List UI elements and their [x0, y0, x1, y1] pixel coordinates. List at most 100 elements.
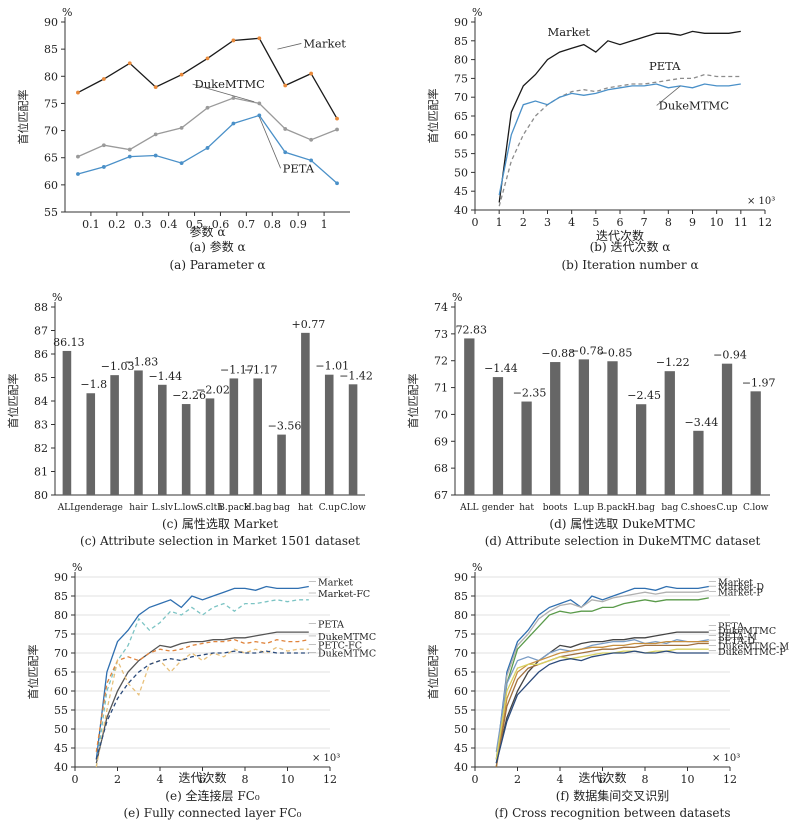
x-tick-label: 6	[199, 773, 206, 786]
series-line-dukemtmc	[495, 639, 709, 752]
x-tick-label: 2	[114, 773, 121, 786]
data-point	[231, 96, 236, 100]
x-tick-label: 6	[599, 773, 606, 786]
caption-cn: (c) 属性选取 Market	[162, 517, 278, 531]
y-tick-label: 73	[434, 328, 448, 341]
data-label: −2.26	[172, 389, 206, 402]
y-tick-label: 70	[434, 408, 448, 421]
series-line-petc-fc	[95, 646, 309, 768]
bar-h.bag	[253, 378, 262, 495]
data-label: −3.44	[685, 416, 719, 429]
bar-l.slv	[158, 384, 167, 495]
x-tick-label: 0.9	[289, 218, 307, 231]
bar-b.pack	[607, 361, 618, 495]
x-tick-label: 5	[592, 216, 599, 229]
series-label: Market-FC	[318, 589, 370, 600]
data-label: −1.01	[315, 360, 349, 373]
x-tick-label: 6	[617, 216, 624, 229]
bar-b.pack	[229, 378, 239, 495]
x-tick-label: 10	[681, 773, 695, 786]
series-line-peta-m	[495, 640, 709, 768]
data-point	[179, 72, 184, 77]
x-tick-label: hat	[519, 503, 534, 513]
bar-all	[62, 350, 72, 495]
data-point	[179, 125, 184, 130]
bar-c.low	[750, 391, 761, 495]
y-tick-label: 70	[454, 647, 468, 660]
x-tick-label: hair	[129, 503, 148, 513]
series-label: Market	[318, 578, 353, 589]
series-label: Market	[548, 25, 591, 39]
x-tick-label: 4	[568, 216, 575, 229]
bar-gender	[86, 393, 96, 495]
x-tick-label: 12	[323, 773, 337, 786]
x-unit: × 10³	[712, 753, 740, 764]
y-tick-label: 90	[454, 571, 468, 584]
y-tick-label: 81	[34, 466, 48, 479]
x-tick-label: 8	[642, 773, 649, 786]
data-label: −1.8	[80, 378, 107, 391]
caption-cn: (b) 迭代次数 α	[590, 239, 671, 254]
series-line-market	[495, 585, 709, 760]
chart-a: 55 60 65 70 75 80 85 90% 首位匹配率 0.1 0.2 0.3 0.4 0.5 0.6…	[16, 6, 350, 272]
y-tick-label: 70	[454, 91, 468, 104]
caption-en: (f) Cross recognition between datasets	[494, 806, 730, 820]
data-label: −0.85	[599, 346, 633, 359]
series-line-dukemtmc	[95, 650, 309, 760]
x-tick-label: 0.7	[238, 218, 256, 231]
y-tick-label: 87	[34, 325, 48, 338]
bar-hat	[301, 332, 310, 495]
data-point	[257, 113, 262, 118]
series-line-dukemtmc	[498, 83, 741, 196]
data-point	[101, 143, 106, 148]
x-tick-label: 1	[321, 218, 328, 231]
data-label: −0.78	[570, 344, 604, 357]
bar-hat	[521, 401, 532, 495]
y-tick-label: 74	[434, 301, 448, 314]
caption-cn: (d) 属性选取 DukeMTMC	[549, 517, 695, 531]
label-leader	[192, 83, 255, 103]
y-tick-label: 50	[54, 723, 68, 736]
y-tick-label: 88	[34, 301, 48, 314]
x-tick-label: 4	[557, 773, 564, 786]
series-label: DukeMTMC-P	[718, 647, 786, 658]
y-unit: %	[52, 291, 62, 304]
data-label: −1.03	[101, 360, 135, 373]
y-axis-label: 首位匹配率	[406, 374, 420, 429]
y-tick-label: 80	[454, 609, 468, 622]
data-label: −1.42	[339, 369, 373, 382]
y-tick-label: 45	[454, 742, 468, 755]
series-line-peta	[95, 631, 309, 764]
data-label: −1.22	[656, 356, 690, 369]
data-point	[205, 56, 210, 61]
data-point	[309, 158, 314, 163]
x-tick-label: 11	[734, 216, 748, 229]
x-tick-label: 2	[514, 773, 521, 786]
y-tick-label: 69	[434, 435, 448, 448]
y-axis-label: 首位匹配率	[26, 645, 40, 700]
y-tick-label: 90	[54, 571, 68, 584]
data-label: −2.02	[196, 383, 230, 396]
x-tick-label: L.up	[574, 503, 595, 513]
data-label: −1.97	[742, 376, 776, 389]
bar-c.low	[348, 384, 358, 495]
series-label: PETA-M	[718, 632, 757, 643]
series-line-peta	[495, 631, 709, 764]
x-tick-label: 0.5	[186, 218, 204, 231]
x-tick-label: bag	[273, 503, 290, 513]
y-axis-label: 首位匹配率	[426, 89, 440, 144]
bar-all	[464, 338, 475, 495]
x-tick-label: 0.6	[212, 218, 230, 231]
data-label: −1.17	[220, 363, 254, 376]
series-line-peta	[498, 73, 741, 207]
x-tick-label: boots	[543, 503, 568, 513]
series-label: DukeMTMC	[318, 649, 376, 660]
data-point	[101, 77, 106, 81]
data-point	[257, 101, 262, 106]
y-tick-label: 85	[454, 35, 468, 48]
label-leader	[656, 85, 681, 106]
x-tick-label: 10	[281, 773, 295, 786]
label-leader	[258, 116, 282, 169]
y-tick-label: 90	[454, 16, 468, 29]
series-line-dukemtmc	[95, 639, 309, 752]
